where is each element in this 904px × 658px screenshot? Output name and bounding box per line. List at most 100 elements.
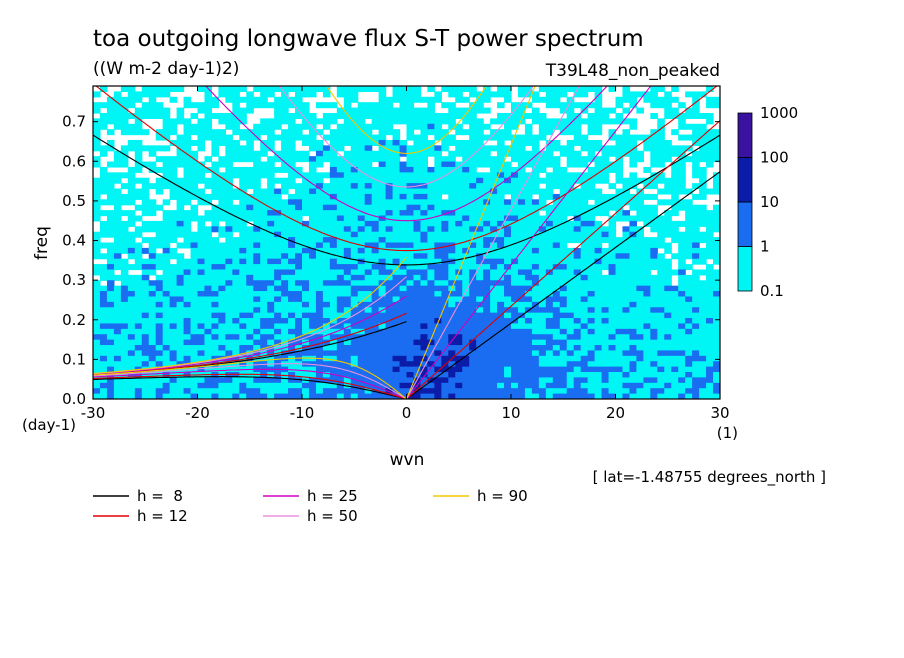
- spectrum-cell: [685, 350, 693, 357]
- spectrum-cell: [420, 129, 428, 136]
- spectrum-cell: [587, 312, 596, 319]
- spectrum-cell: [511, 291, 519, 298]
- spectrum-cell: [218, 112, 226, 119]
- spectrum-cell: [204, 328, 213, 335]
- spectrum-cell: [699, 139, 707, 146]
- spectrum-cell: [678, 323, 686, 330]
- spectrum-cell: [469, 345, 477, 352]
- spectrum-cell: [504, 393, 512, 399]
- spectrum-cell: [322, 237, 331, 244]
- spectrum-cell: [232, 166, 240, 173]
- spectrum-cell: [692, 301, 700, 308]
- spectrum-cell: [308, 204, 317, 211]
- spectrum-cell: [483, 91, 491, 98]
- spectrum-cell: [225, 253, 233, 260]
- spectrum-cell: [490, 350, 498, 357]
- spectrum-cell: [441, 312, 449, 319]
- spectrum-cell: [706, 382, 714, 389]
- spectrum-cell: [364, 183, 373, 190]
- spectrum-cell: [274, 339, 282, 346]
- spectrum-cell: [483, 156, 491, 163]
- spectrum-cell: [524, 350, 533, 357]
- spectrum-cell: [455, 177, 463, 184]
- spectrum-cell: [295, 210, 303, 217]
- spectrum-cell: [427, 269, 435, 276]
- spectrum-cell: [699, 301, 707, 308]
- spectrum-cell: [267, 156, 275, 163]
- spectrum-cell: [671, 291, 679, 298]
- spectrum-cell: [671, 312, 679, 319]
- spectrum-cell: [538, 334, 547, 341]
- spectrum-cell: [406, 129, 415, 136]
- spectrum-cell: [469, 210, 477, 217]
- spectrum-cell: [308, 118, 317, 125]
- spectrum-cell: [517, 269, 526, 276]
- spectrum-cell: [385, 345, 394, 352]
- spectrum-cell: [573, 328, 582, 335]
- spectrum-cell: [378, 96, 387, 103]
- spectrum-cell: [692, 372, 700, 379]
- spectrum-cell: [343, 274, 352, 281]
- spectrum-cell: [497, 193, 505, 200]
- spectrum-cell: [517, 161, 526, 168]
- spectrum-cell: [204, 312, 213, 319]
- spectrum-cell: [462, 258, 470, 265]
- spectrum-cell: [99, 210, 108, 217]
- spectrum-cell: [148, 285, 157, 292]
- spectrum-cell: [357, 280, 366, 287]
- spectrum-cell: [594, 301, 603, 308]
- spectrum-cell: [385, 231, 394, 238]
- spectrum-cell: [190, 323, 199, 330]
- spectrum-cell: [650, 264, 658, 271]
- spectrum-cell: [190, 166, 199, 173]
- spectrum-cell: [322, 242, 331, 249]
- spectrum-cell: [253, 177, 261, 184]
- spectrum-cell: [162, 118, 171, 125]
- spectrum-cell: [664, 139, 672, 146]
- spectrum-cell: [190, 183, 199, 190]
- spectrum-cell: [162, 215, 171, 222]
- spectrum-cell: [671, 345, 679, 352]
- spectrum-cell: [664, 366, 672, 373]
- spectrum-cell: [622, 372, 631, 379]
- spectrum-cell: [441, 86, 449, 92]
- spectrum-cell: [685, 361, 693, 368]
- spectrum-cell: [225, 96, 233, 103]
- spectrum-cell: [281, 334, 289, 341]
- spectrum-cell: [183, 134, 192, 141]
- spectrum-cell: [322, 269, 331, 276]
- spectrum-cell: [211, 323, 219, 330]
- spectrum-cell: [504, 307, 512, 314]
- spectrum-cell: [524, 393, 533, 399]
- spectrum-cell: [281, 91, 289, 98]
- spectrum-cell: [490, 323, 498, 330]
- spectrum-cell: [580, 312, 589, 319]
- spectrum-cell: [169, 166, 178, 173]
- spectrum-cell: [469, 161, 477, 168]
- spectrum-cell: [197, 123, 206, 130]
- spectrum-cell: [678, 161, 686, 168]
- spectrum-cell: [657, 118, 665, 125]
- spectrum-cell: [622, 291, 631, 298]
- spectrum-cell: [448, 107, 456, 114]
- spectrum-cell: [455, 253, 463, 260]
- spectrum-cell: [225, 86, 233, 92]
- spectrum-cell: [434, 291, 442, 298]
- spectrum-cell: [371, 150, 380, 157]
- spectrum-cell: [364, 247, 373, 254]
- spectrum-cell: [350, 112, 359, 119]
- spectrum-cell: [169, 345, 178, 352]
- spectrum-cell: [427, 377, 435, 384]
- spectrum-cell: [190, 334, 199, 341]
- spectrum-cell: [343, 91, 352, 98]
- spectrum-cell: [573, 139, 582, 146]
- spectrum-cell: [371, 258, 380, 265]
- spectrum-cell: [594, 156, 603, 163]
- spectrum-cell: [315, 372, 324, 379]
- spectrum-cell: [504, 366, 512, 373]
- spectrum-cell: [183, 393, 192, 399]
- spectrum-cell: [643, 145, 651, 152]
- spectrum-cell: [315, 345, 324, 352]
- spectrum-cell: [615, 366, 624, 373]
